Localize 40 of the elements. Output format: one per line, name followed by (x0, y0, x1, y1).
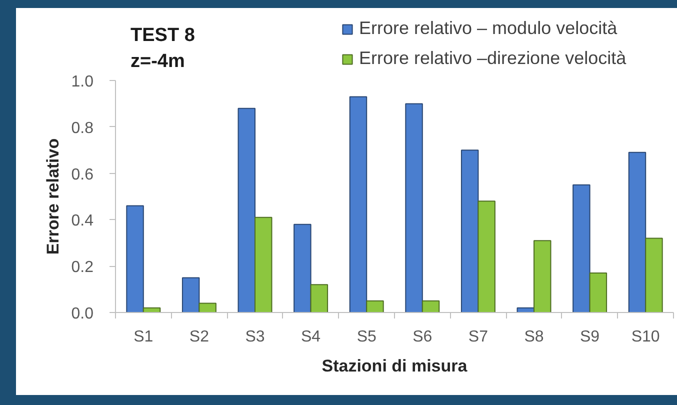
chart-title: TEST 8 (130, 25, 195, 46)
x-tick-label: S7 (468, 328, 488, 346)
bar (310, 284, 328, 312)
bar (572, 184, 590, 312)
x-tick-label: S10 (631, 328, 660, 346)
bar (126, 205, 144, 312)
bar (460, 150, 479, 312)
x-axis-title: Stazioni di misura (322, 356, 468, 376)
y-tick-label: 1.0 (71, 74, 94, 90)
bar (182, 277, 200, 312)
x-tick-label: S3 (245, 328, 265, 346)
x-tick-label: S1 (134, 328, 154, 346)
y-tick-label: 0.0 (71, 306, 94, 322)
y-tick-label: 0.4 (71, 212, 94, 230)
y-tick-label: 0.8 (71, 120, 94, 137)
bar (422, 300, 440, 312)
bar (254, 216, 272, 312)
bar (478, 200, 496, 312)
y-tick-label: 0.6 (71, 166, 94, 184)
bar (294, 224, 312, 312)
bar (589, 272, 608, 312)
bar (366, 300, 384, 312)
x-tick-label: S6 (412, 328, 432, 346)
bar (534, 240, 552, 312)
bar (238, 108, 256, 312)
x-tick-label: S9 (580, 328, 600, 346)
bar (349, 96, 368, 312)
legend-label: Errore relativo – modulo velocità (359, 18, 618, 39)
legend-label: Errore relativo –direzione velocità (359, 48, 626, 69)
x-tick-label: S5 (356, 328, 376, 346)
bar (198, 302, 216, 312)
x-tick-label: S2 (189, 328, 210, 346)
chart-subtitle: z=-4m (130, 51, 185, 72)
bar (405, 103, 423, 312)
y-tick-label: 0.2 (71, 259, 94, 276)
bar (628, 152, 646, 312)
x-tick-label: S8 (524, 328, 544, 346)
y-axis-title: Errore relativo (43, 138, 62, 255)
bar (645, 238, 663, 312)
x-tick-label: S4 (301, 328, 321, 346)
